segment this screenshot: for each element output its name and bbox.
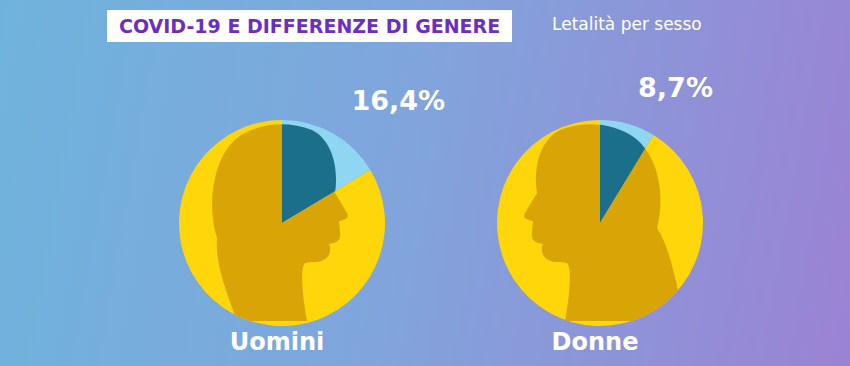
svg-text:8,7%: 8,7%	[638, 72, 713, 103]
html-text:COVID-19 E DIFFERENZE DI GENER: COVID-19 E DIFFERENZE DI GENERE	[119, 15, 501, 37]
html-text:Uomini: Uomini	[229, 328, 325, 356]
svg-text:16,4%: 16,4%	[351, 85, 445, 116]
html-text:Letalità per sesso: Letalità per sesso	[552, 14, 702, 34]
html-text:Donne: Donne	[551, 328, 639, 356]
